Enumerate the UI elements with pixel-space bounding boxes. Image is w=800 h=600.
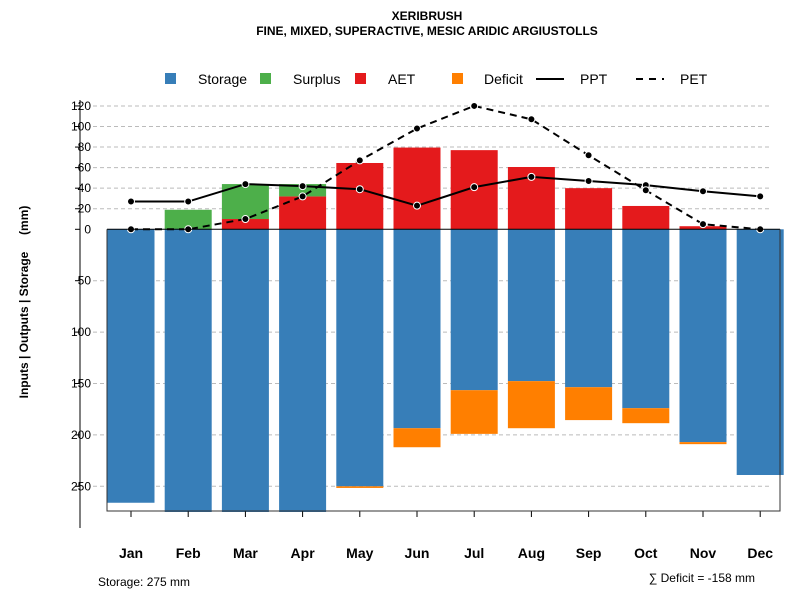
x-tick-label: Jan xyxy=(119,545,143,561)
chart-subtitle: FINE, MIXED, SUPERACTIVE, MESIC ARIDIC A… xyxy=(256,24,598,38)
x-tick-label: Jun xyxy=(405,545,430,561)
aet-bar xyxy=(221,219,269,230)
deficit-annotation: ∑ Deficit = -158 mm xyxy=(649,571,755,585)
storage-bar xyxy=(736,229,784,475)
deficit-bar xyxy=(393,428,441,448)
y-tick-label: 100 xyxy=(71,120,91,134)
ppt-point xyxy=(756,192,765,201)
x-tick-label: Feb xyxy=(176,545,201,561)
storage-bar xyxy=(565,229,613,388)
ppt-line xyxy=(131,175,761,207)
y-tick-label: 60 xyxy=(78,161,92,175)
x-tick-label: May xyxy=(346,545,373,561)
legend-label-surplus: Surplus xyxy=(293,71,340,87)
chart-title: XERIBRUSH xyxy=(392,9,463,23)
storage-bar xyxy=(393,229,441,429)
storage-bar xyxy=(622,229,670,409)
y-tick-label: 100 xyxy=(71,325,91,339)
x-tick-label: Dec xyxy=(747,545,773,561)
y-axis-label: Inputs | Outputs | Storage (mm) xyxy=(17,206,31,399)
aet-bar xyxy=(393,147,441,230)
aet-bar xyxy=(336,162,384,230)
aet-bar xyxy=(565,188,613,230)
storage-bar xyxy=(164,229,212,513)
y-tick-label: 80 xyxy=(78,140,92,154)
x-tick-label: Mar xyxy=(233,545,258,561)
storage-annotation: Storage: 275 mm xyxy=(98,575,190,589)
pet-point xyxy=(527,115,536,124)
pet-point xyxy=(355,156,364,165)
y-tick-label: 50 xyxy=(78,274,92,288)
legend-label-pet: PET xyxy=(680,71,708,87)
legend-label-storage: Storage xyxy=(198,71,247,87)
deficit-bar xyxy=(565,387,613,421)
deficit-bar xyxy=(450,390,498,434)
legend-label-deficit: Deficit xyxy=(484,71,523,87)
ppt-point xyxy=(699,187,707,196)
y-tick-label: 0 xyxy=(84,222,91,236)
deficit-bar xyxy=(622,408,670,424)
x-tick-label: Oct xyxy=(634,545,658,561)
storage-bar xyxy=(679,229,727,443)
y-tick-label: 200 xyxy=(71,428,91,442)
legend-swatch-aet xyxy=(355,73,366,84)
legend-swatch-surplus xyxy=(260,73,271,84)
storage-bar xyxy=(336,229,384,487)
storage-bar xyxy=(279,229,327,513)
ppt-point xyxy=(184,197,193,206)
pet-point xyxy=(641,186,650,195)
y-tick-label: 250 xyxy=(71,479,91,493)
storage-bar xyxy=(221,229,269,513)
deficit-bar xyxy=(336,486,384,488)
pet-point xyxy=(241,215,250,224)
aet-bar xyxy=(622,205,670,230)
y-tick-label: 120 xyxy=(71,99,91,113)
storage-bar xyxy=(507,229,555,382)
pet-point xyxy=(470,101,479,110)
x-tick-label: Nov xyxy=(690,545,717,561)
ppt-point xyxy=(298,182,307,191)
y-tick-label: 20 xyxy=(78,202,92,216)
surplus-bar xyxy=(164,209,212,230)
legend-swatch-deficit xyxy=(452,73,463,84)
ppt-point xyxy=(470,183,479,192)
storage-bar xyxy=(107,229,155,503)
y-tick-label: 40 xyxy=(78,181,92,195)
ppt-point xyxy=(355,185,364,194)
ppt-point xyxy=(527,172,536,181)
legend-swatch-storage xyxy=(165,73,176,84)
x-tick-label: Sep xyxy=(576,545,602,561)
x-tick-label: Apr xyxy=(291,545,316,561)
legend-label-ppt: PPT xyxy=(580,71,608,87)
legend-label-aet: AET xyxy=(388,71,416,87)
y-tick-label: 150 xyxy=(71,377,91,391)
x-tick-label: Aug xyxy=(518,545,545,561)
ppt-point xyxy=(241,180,250,189)
ppt-point xyxy=(413,201,421,210)
pet-point xyxy=(699,220,707,229)
aet-bar xyxy=(279,196,327,230)
deficit-bar xyxy=(679,442,727,445)
pet-point xyxy=(584,151,593,160)
ppt-point xyxy=(584,176,593,185)
deficit-bar xyxy=(507,381,555,429)
storage-bar xyxy=(450,229,498,391)
ppt-point xyxy=(127,197,135,206)
x-tick-label: Jul xyxy=(464,545,484,561)
plot-frame xyxy=(106,229,781,512)
pet-point xyxy=(413,124,421,133)
pet-point xyxy=(298,192,307,201)
pet-line xyxy=(131,104,761,231)
